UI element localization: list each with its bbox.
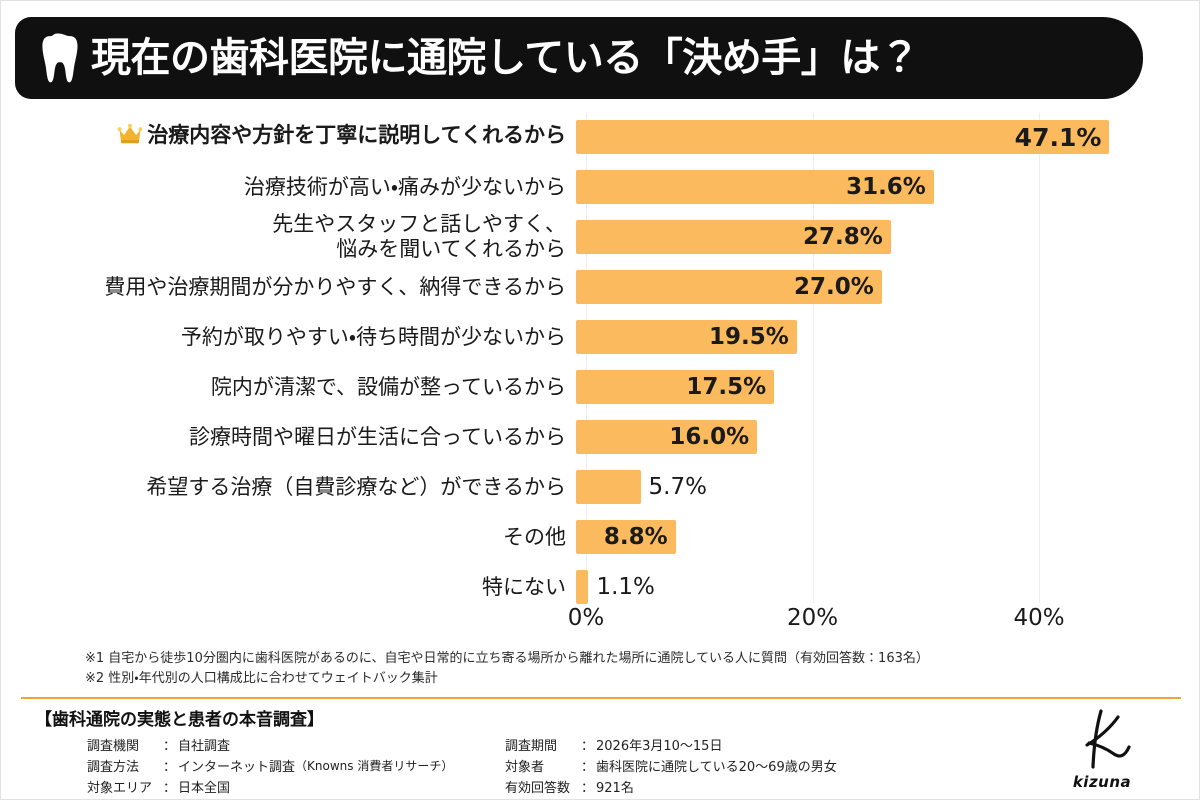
- bar-row: 先生やスタッフと話しやすく、 悩みを聞いてくれるから 27.8%: [1, 212, 1200, 261]
- bar: 1.1%: [576, 570, 655, 604]
- bar-track: 1.1%: [576, 563, 1200, 611]
- bar-row: 治療内容や方針を丁寧に説明してくれるから 47.1%: [1, 113, 1200, 161]
- bar: 17.5%: [576, 370, 775, 404]
- bar-chart: 治療内容や方針を丁寧に説明してくれるから 47.1% 治療技術が高い・痛みが少ないか…: [1, 113, 1200, 633]
- bar-track: 31.6%: [576, 163, 1200, 211]
- bar-track: 17.5%: [576, 363, 1200, 411]
- footnote-line: ※2 性別・年代別の人口構成比に合わせてウェイトバック集計: [85, 671, 438, 687]
- bar-category-label: 治療技術が高い・痛みが少ないから: [243, 174, 566, 199]
- bar-track: 5.7%: [576, 463, 1200, 511]
- footnotes: ※1 自宅から徒歩10分圏内に歯科医院があるのに、自宅や日常的に立ち寄る場所から…: [85, 649, 1155, 689]
- survey-line: 対象エリア ：日本全国: [87, 778, 505, 799]
- survey-value: 921名: [596, 781, 634, 797]
- logo-text: kizuna: [1072, 773, 1132, 791]
- bar-value-label: 16.0%: [669, 424, 750, 450]
- bar-value-label: 8.8%: [603, 524, 668, 550]
- bar-track: 27.0%: [576, 263, 1200, 311]
- bar-category-label: 予約が取りやすい・待ち時間が少ないから: [180, 324, 566, 349]
- bar-track: 8.8%: [576, 513, 1200, 561]
- survey-info: 【歯科通院の実態と患者の本音調査】 調査機関：自社調査 調査方法：インターネット調…: [35, 705, 1035, 799]
- survey-separator: ：: [581, 760, 595, 776]
- bar-row: 費用や治療期間が分かりやすく、納得できるから 27.0%: [1, 263, 1200, 311]
- bar-category-label: 診療時間や曜日が生活に合っているから: [189, 424, 566, 449]
- bar-value-label: 19.5%: [709, 324, 789, 350]
- survey-separator: ：: [163, 760, 177, 776]
- survey-value: 歯科医院に通院している20〜69歳の男女: [596, 760, 837, 776]
- bar-value-label: 5.7%: [648, 474, 707, 500]
- footnote-line: ※1 自宅から徒歩10分圏内に歯科医院があるのに、自宅や日常的に立ち寄る場所から…: [85, 651, 929, 666]
- bar-row: 予約が取りやすい・待ち時間が少ないから 19.5%: [1, 313, 1200, 361]
- bar: 27.8%: [576, 220, 891, 254]
- survey-line: 有効回答数 ： 921名: [505, 778, 985, 799]
- bar-category-label: 特にない: [482, 574, 566, 599]
- bar-value-label: 27.8%: [803, 224, 883, 250]
- survey-key: 対象者: [505, 760, 545, 776]
- survey-column-right: 調査期間： 2026年3月10〜15日 対象者：歯科医院に通院している20〜69歳の…: [505, 736, 985, 799]
- bar-category-label: その他: [503, 524, 566, 549]
- bar-track: 16.0%: [576, 413, 1200, 461]
- bar-row: 希望する治療（自費診療など）ができるから 5.7%: [1, 463, 1200, 511]
- title-banner: 現在の歯科医院に通院している「決め手」は？: [15, 17, 1143, 99]
- chart-rows: 治療内容や方針を丁寧に説明してくれるから 47.1% 治療技術が高い・痛みが少ないか…: [1, 113, 1200, 613]
- survey-value: インターネット調査: [178, 760, 296, 776]
- bar-value-label: 27.0%: [793, 274, 874, 300]
- bar-category-label: 希望する治療（自費診療など）ができるから: [146, 474, 566, 499]
- bar: 31.6%: [576, 170, 934, 204]
- x-axis: 0% 20% 40%: [1, 605, 1200, 639]
- bar: 19.5%: [576, 320, 797, 354]
- x-axis-tick-label: 0%: [567, 605, 605, 631]
- survey-key: 調査方法: [87, 760, 140, 776]
- survey-separator: ：: [581, 739, 595, 754]
- bar-track: 19.5%: [576, 313, 1200, 361]
- bar: 16.0%: [576, 420, 758, 454]
- survey-value-note: （Knowns 消費者リサーチ）: [295, 759, 454, 774]
- survey-value: 自社調査: [178, 739, 231, 754]
- bar: 47.1%: [576, 120, 1110, 154]
- bar-category-label: 先生やスタッフと話しやすく、 悩みを聞いてくれるから: [272, 212, 566, 261]
- bar-row: その他 8.8%: [1, 513, 1200, 561]
- bar-row: 診療時間や曜日が生活に合っているから 16.0%: [1, 413, 1200, 461]
- bar-value-label: 1.1%: [596, 574, 655, 600]
- bar-value-label: 17.5%: [686, 374, 767, 400]
- section-divider: [21, 697, 1181, 699]
- survey-separator: ：: [163, 739, 177, 754]
- tooth-icon: [42, 33, 78, 83]
- survey-title: 【歯科通院の実態と患者の本音調査】: [35, 710, 324, 730]
- survey-key: 調査期間: [505, 739, 558, 754]
- bar: 8.8%: [576, 520, 676, 554]
- survey-value: 2026年3月10〜15日: [596, 739, 723, 754]
- survey-separator: ：: [581, 781, 595, 797]
- bar: 27.0%: [576, 270, 882, 304]
- survey-separator: ：: [163, 781, 177, 797]
- bar-category-label: 費用や治療期間が分かりやすく、納得できるから: [104, 274, 566, 299]
- page-title: 現在の歯科医院に通院している「決め手」は？: [91, 35, 920, 81]
- bar-row: 院内が清潔で、設備が整っているから 17.5%: [1, 363, 1200, 411]
- survey-key: 調査機関: [87, 739, 140, 754]
- bar: 5.7%: [576, 470, 707, 504]
- survey-column-left: 調査機関：自社調査 調査方法：インターネット調査 （Knowns 消費者リサーチ）対…: [35, 736, 505, 799]
- survey-key: 有効回答数: [505, 781, 571, 797]
- x-axis-tick-label: 40%: [1013, 605, 1065, 631]
- crown-icon: [117, 123, 143, 151]
- bar-track: 27.8%: [576, 213, 1200, 261]
- bar-value-label: 47.1%: [1014, 122, 1102, 152]
- bar-value-label: 31.6%: [846, 174, 926, 200]
- bar-category-label: 治療内容や方針を丁寧に説明してくれるから: [1, 123, 576, 151]
- bar-category-label: 院内が清潔で、設備が整っているから: [210, 374, 566, 399]
- x-axis-tick-label: 20%: [786, 605, 839, 631]
- survey-line: 調査方法 ：インターネット調査 （Knowns 消費者リサーチ）: [87, 757, 505, 778]
- survey-key: 対象エリア: [87, 781, 153, 797]
- bar-row: 特にない 1.1%: [1, 563, 1200, 611]
- kizuna-k-mark-icon: [1085, 709, 1131, 769]
- survey-line: 調査期間 ： 2026年3月10〜15日: [505, 736, 985, 757]
- survey-line: 調査機関 ：自社調査: [87, 736, 505, 757]
- bar-row: 治療技術が高い・痛みが少ないから 31.6%: [1, 163, 1200, 211]
- brand-logo: kizuna: [1047, 709, 1157, 791]
- survey-line: 対象者 ：歯科医院に通院している20〜69歳の男女: [505, 757, 985, 778]
- bar-track: 47.1%: [576, 113, 1200, 161]
- survey-value: 日本全国: [178, 781, 231, 797]
